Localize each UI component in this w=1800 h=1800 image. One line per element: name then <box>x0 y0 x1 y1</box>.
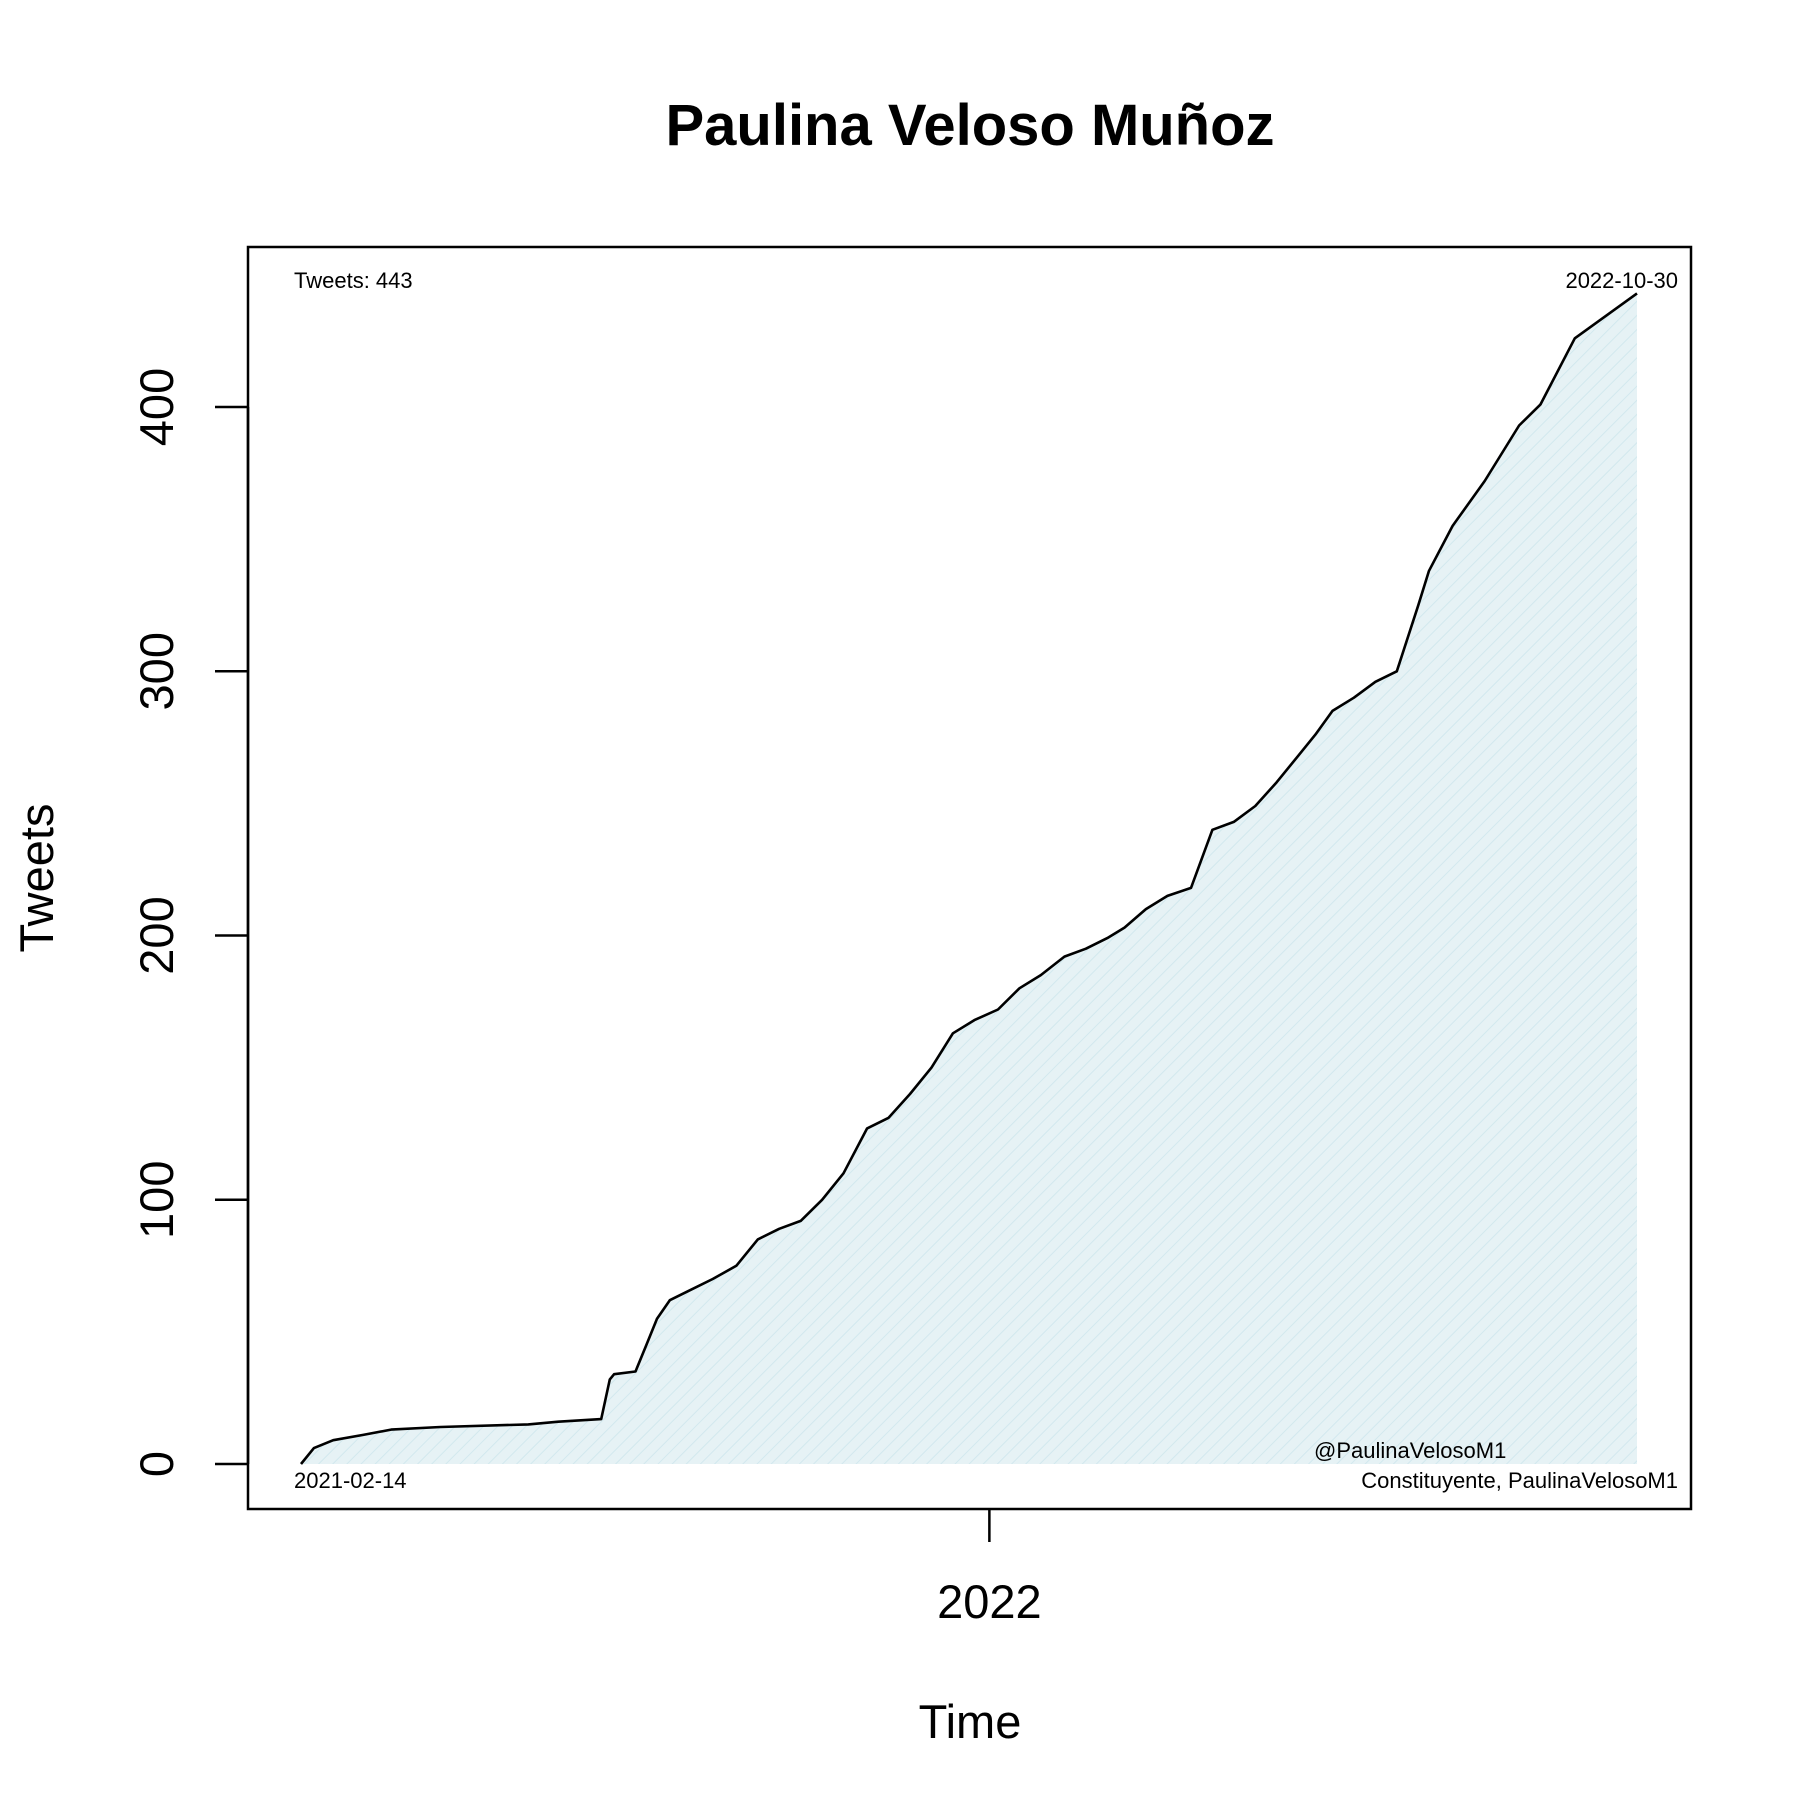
tweet-count-annotation: Tweets: 443 <box>294 268 413 293</box>
y-tick-label: 0 <box>130 1451 183 1477</box>
start-date-annotation: 2021-02-14 <box>294 1468 407 1493</box>
account-handle-annotation: @PaulinaVelosoM1 <box>1314 1438 1506 1463</box>
y-tick-label: 400 <box>130 368 183 446</box>
account-description-annotation: Constituyente, PaulinaVelosoM1 <box>1361 1468 1678 1493</box>
y-tick-label: 100 <box>130 1161 183 1239</box>
x-tick-label: 2022 <box>937 1575 1042 1628</box>
x-axis-label: Time <box>919 1695 1022 1748</box>
y-tick-label: 200 <box>130 896 183 974</box>
x-axis: 2022 <box>937 1509 1042 1628</box>
series-area-hatch <box>301 293 1637 1464</box>
y-axis-label: Tweets <box>10 804 63 953</box>
y-axis: 0 100 200 300 400 <box>130 368 250 1477</box>
y-tick-label: 300 <box>130 632 183 710</box>
chart-title: Paulina Veloso Muñoz <box>665 93 1274 158</box>
end-date-annotation: 2022-10-30 <box>1565 268 1678 293</box>
series-line <box>299 292 1638 1465</box>
